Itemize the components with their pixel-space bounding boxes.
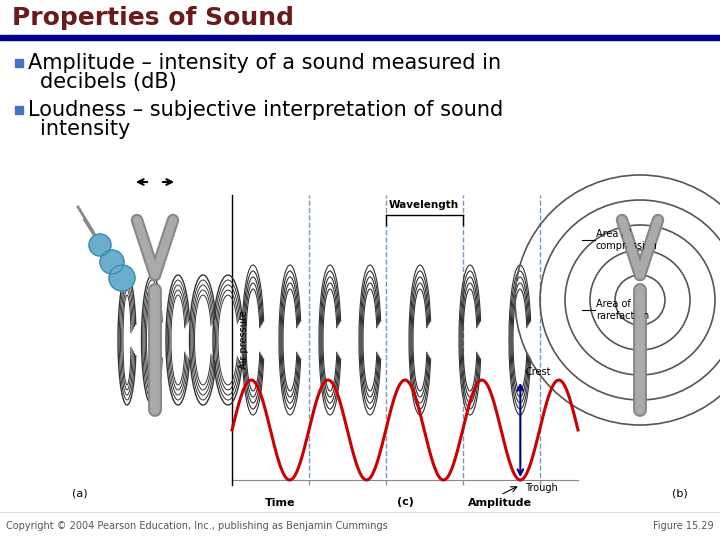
Bar bbox=[15, 59, 23, 67]
Text: Air pressure: Air pressure bbox=[239, 310, 249, 369]
Text: Time: Time bbox=[265, 498, 295, 508]
Text: (b): (b) bbox=[672, 488, 688, 498]
Bar bbox=[0, 145, 720, 512]
Text: (a): (a) bbox=[72, 488, 88, 498]
Bar bbox=[0, 0, 720, 35]
Text: Area of
rarefaction: Area of rarefaction bbox=[596, 299, 649, 321]
Text: Copyright © 2004 Pearson Education, Inc., publishing as Benjamin Cummings: Copyright © 2004 Pearson Education, Inc.… bbox=[6, 521, 388, 531]
Text: Wavelength: Wavelength bbox=[389, 200, 459, 210]
Text: Amplitude: Amplitude bbox=[468, 498, 532, 508]
Text: Trough: Trough bbox=[526, 483, 558, 493]
Bar bbox=[15, 106, 23, 114]
Text: decibels (dB): decibels (dB) bbox=[40, 72, 176, 92]
Circle shape bbox=[100, 250, 124, 274]
Text: Amplitude – intensity of a sound measured in: Amplitude – intensity of a sound measure… bbox=[28, 53, 501, 73]
Text: Properties of Sound: Properties of Sound bbox=[12, 6, 294, 30]
Circle shape bbox=[109, 265, 135, 291]
Text: Crest: Crest bbox=[526, 367, 551, 377]
Bar bbox=[0, 35, 720, 40]
Text: Loudness – subjective interpretation of sound: Loudness – subjective interpretation of … bbox=[28, 100, 503, 120]
Circle shape bbox=[89, 234, 111, 256]
Text: Figure 15.29: Figure 15.29 bbox=[653, 521, 714, 531]
Text: Area of
compression: Area of compression bbox=[596, 229, 658, 251]
Text: intensity: intensity bbox=[40, 119, 130, 139]
Bar bbox=[230, 190, 580, 490]
Text: (c): (c) bbox=[397, 497, 413, 507]
